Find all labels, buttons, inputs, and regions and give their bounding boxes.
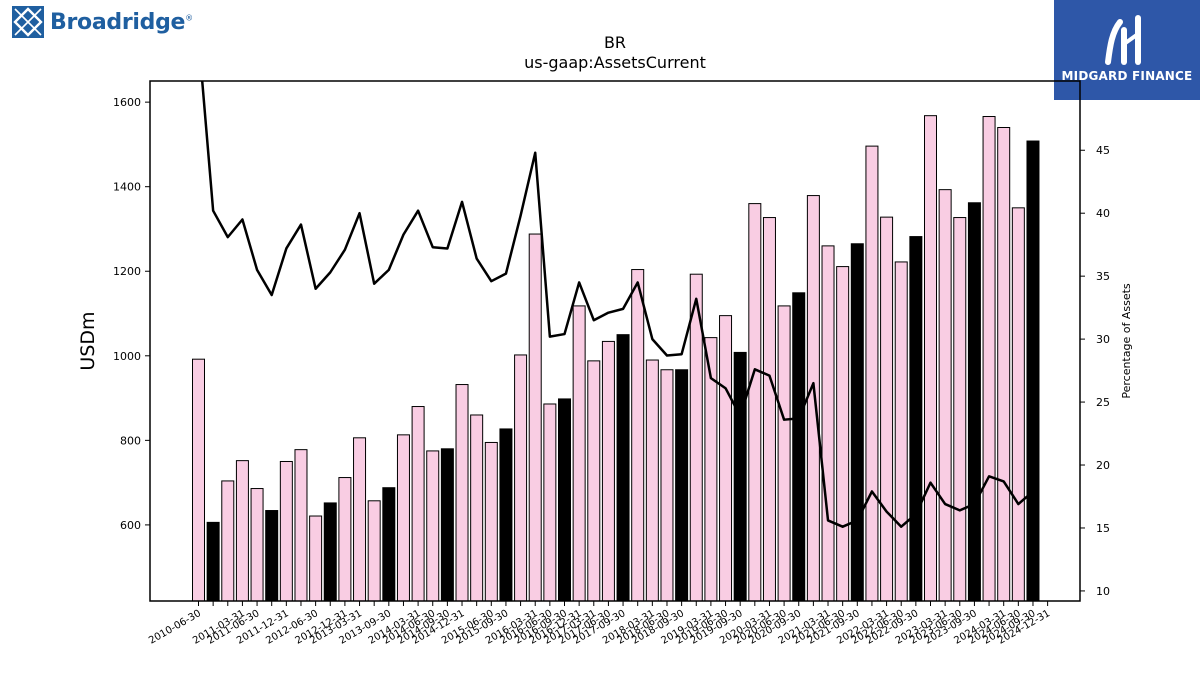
broadridge-logo-icon (12, 6, 44, 38)
y-left-tick-label: 1400 (113, 181, 141, 194)
y-axis-right-label: Percentage of Assets (1120, 283, 1133, 399)
bar (865, 145, 879, 602)
bar (426, 450, 440, 602)
y-left-tick-label: 1600 (113, 96, 141, 109)
bar (748, 203, 762, 602)
y-right-tick-label: 45 (1096, 144, 1110, 157)
bar (967, 202, 981, 602)
bar (396, 434, 410, 602)
bar (953, 217, 967, 602)
bar (470, 414, 484, 602)
bar (265, 510, 279, 602)
y-left-tick-label: 1200 (113, 265, 141, 278)
bar (880, 216, 894, 602)
midgard-wordmark: MIDGARD FINANCE (1061, 69, 1193, 83)
y-right-tick-label: 25 (1096, 396, 1110, 409)
bar (235, 460, 249, 602)
chart-subtitle: us-gaap:AssetsCurrent (524, 53, 706, 72)
y-left-tick-label: 1000 (113, 350, 141, 363)
y-right-tick-label: 35 (1096, 270, 1110, 283)
bar (645, 359, 659, 602)
bar (777, 305, 791, 602)
bar (543, 403, 557, 602)
bar (792, 292, 806, 602)
chart-title: BR (604, 33, 626, 52)
bar (1026, 140, 1040, 602)
y-axis-left: 600 800 1000 1200 1400 1600 (113, 96, 150, 532)
bar (806, 195, 820, 602)
broadridge-logo: Broadridge® (12, 6, 193, 38)
bar (836, 266, 850, 602)
bar (221, 480, 235, 602)
y-right-tick-label: 20 (1096, 459, 1110, 472)
bar (338, 477, 352, 602)
bar (309, 515, 323, 602)
y-right-tick-label: 10 (1096, 585, 1110, 598)
midgard-finance-logo: MIDGARD FINANCE (1054, 0, 1200, 100)
bar (206, 521, 220, 602)
bar (192, 358, 205, 602)
bar (411, 406, 425, 602)
bar (1011, 207, 1025, 602)
percentage-of-assets-line (200, 81, 1034, 528)
bar (558, 398, 571, 602)
y-left-tick-label: 800 (120, 434, 141, 447)
bar (894, 261, 908, 602)
plot-frame (149, 80, 1081, 602)
bar (514, 354, 528, 602)
bar (675, 369, 689, 602)
bar (250, 488, 264, 602)
y-axis-right: 10 15 20 25 30 35 40 45 (1080, 144, 1110, 598)
bar (484, 441, 498, 602)
bar (733, 351, 747, 602)
bar (616, 334, 630, 602)
y-right-tick-label: 40 (1096, 207, 1110, 220)
bar (938, 189, 952, 602)
broadridge-wordmark: Broadridge® (50, 9, 193, 35)
bar (660, 369, 674, 602)
bar (353, 437, 367, 602)
y-right-tick-label: 30 (1096, 333, 1110, 346)
bar (997, 127, 1011, 602)
bar (601, 340, 615, 602)
bar (821, 245, 835, 602)
bar (909, 236, 923, 602)
bar (762, 217, 776, 602)
bar (924, 115, 937, 602)
bar (850, 243, 864, 602)
bar (719, 315, 733, 602)
bar (440, 448, 454, 602)
y-right-tick-label: 15 (1096, 522, 1110, 535)
bar (587, 360, 601, 602)
midgard-logo-icon (1105, 15, 1141, 65)
bar (528, 233, 542, 602)
bar (499, 428, 513, 602)
bar (279, 460, 293, 602)
bar (382, 487, 396, 602)
y-left-tick-label: 600 (120, 519, 141, 532)
bar (323, 502, 337, 602)
line-layer (200, 81, 1034, 528)
bars-layer (192, 115, 1040, 602)
y-axis-left-label: USDm (77, 311, 99, 370)
bar (294, 449, 308, 602)
x-axis: 2010-06-302011-03-312011-06-302011-12-31… (147, 601, 1052, 647)
bar (572, 305, 586, 602)
bar (631, 269, 645, 602)
bar (367, 500, 381, 602)
bar (982, 116, 996, 602)
bar (455, 384, 469, 602)
